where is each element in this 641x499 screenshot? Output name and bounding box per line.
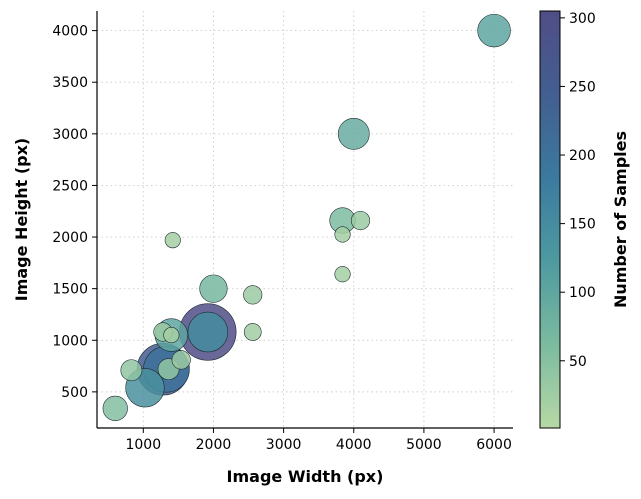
y-tick-label: 3500 [52, 75, 88, 91]
colorbar-tick-label: 150 [569, 217, 596, 233]
y-axis-title: Image Height (px) [12, 138, 31, 301]
data-point [187, 311, 229, 353]
data-point [334, 266, 351, 283]
y-tick-label: 4000 [52, 24, 88, 40]
data-point [102, 395, 128, 421]
colorbar-tick-label: 300 [569, 11, 596, 27]
x-tick-label: 5000 [406, 437, 442, 453]
data-point [120, 359, 143, 382]
axes: 1000 2000 3000 4000 5000 6000 500 1000 1500 2000 2… [52, 11, 513, 453]
colorbar-tick-label: 200 [569, 148, 596, 164]
y-tick-label: 1000 [52, 333, 88, 349]
data-point [164, 232, 181, 249]
y-tick-label: 500 [61, 385, 88, 401]
data-point [334, 226, 351, 243]
y-tick-label: 2000 [52, 230, 88, 246]
x-tick-label: 4000 [336, 437, 372, 453]
colorbar-gradient [539, 10, 561, 429]
data-point [337, 117, 370, 150]
data-point [243, 285, 263, 305]
colorbar: 50 100 150 200 250 300 [539, 10, 596, 429]
data-points [102, 13, 511, 421]
data-point [163, 327, 180, 344]
x-tick-label: 2000 [196, 437, 232, 453]
y-tick-label: 2500 [52, 178, 88, 194]
data-point [477, 13, 511, 48]
x-tick-label: 6000 [476, 437, 512, 453]
x-axis-title: Image Width (px) [227, 467, 384, 486]
data-point [243, 323, 262, 341]
x-tick-label: 3000 [266, 437, 302, 453]
data-point [350, 210, 371, 231]
colorbar-tick-label: 100 [569, 285, 596, 301]
colorbar-title: Number of Samples [611, 131, 630, 308]
y-tick-label: 3000 [52, 127, 88, 143]
x-tick-label: 1000 [125, 437, 161, 453]
colorbar-tick-label: 250 [569, 79, 596, 95]
data-point [199, 274, 228, 303]
data-point [171, 350, 191, 370]
colorbar-tick-label: 50 [569, 354, 587, 370]
y-tick-label: 1500 [52, 282, 88, 298]
